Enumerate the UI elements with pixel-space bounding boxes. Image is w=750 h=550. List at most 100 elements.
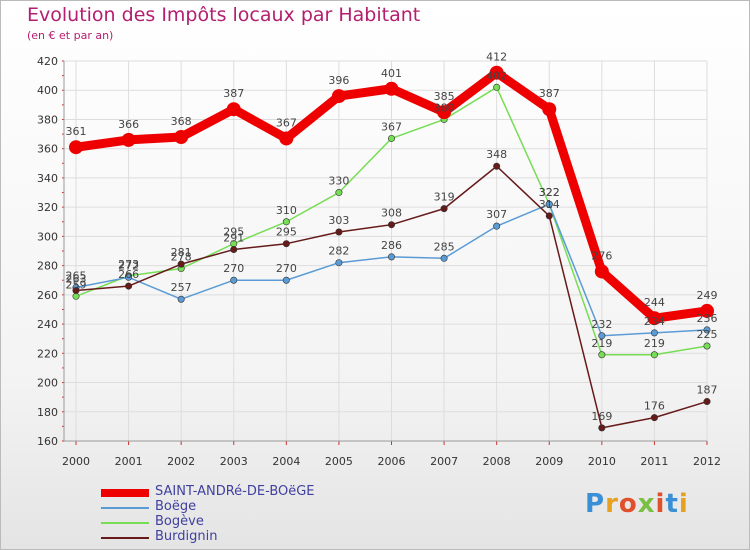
x-tick-label: 2012	[693, 455, 721, 468]
data-point	[69, 140, 83, 155]
data-point	[437, 105, 452, 120]
data-label: 236	[697, 312, 718, 325]
data-point	[594, 264, 609, 279]
data-point	[650, 351, 658, 359]
y-tick-label: 320	[37, 201, 58, 214]
data-point	[493, 162, 501, 170]
data-label: 387	[223, 87, 244, 100]
data-label: 285	[434, 240, 455, 253]
data-point	[703, 342, 711, 350]
data-label: 295	[223, 226, 244, 239]
data-point	[125, 282, 133, 290]
data-label: 385	[434, 90, 455, 103]
data-label: 282	[328, 245, 349, 258]
data-point	[493, 83, 501, 91]
logo-letter: x	[637, 489, 656, 519]
data-label: 270	[276, 262, 297, 275]
data-label: 278	[171, 251, 192, 264]
data-label-layer: 265 272 257 270 270 282 286 285 307 322 232 234 236 2…	[66, 51, 718, 423]
data-point	[489, 65, 504, 80]
y-tick-label: 380	[37, 113, 58, 126]
data-label: 310	[276, 204, 297, 217]
data-label: 367	[276, 116, 297, 129]
data-label: 402	[486, 69, 507, 82]
data-point	[387, 134, 395, 142]
series-layer	[69, 65, 714, 432]
chart-title: Evolution des Impôts locaux par Habitant	[27, 4, 421, 26]
data-point	[125, 273, 133, 281]
data-label: 322	[539, 186, 560, 199]
data-point	[700, 303, 714, 318]
data-label: 219	[644, 337, 665, 350]
data-label: 232	[591, 318, 612, 331]
data-point	[440, 254, 448, 262]
x-tick-label: 2005	[325, 455, 353, 468]
data-label: 257	[171, 281, 192, 294]
data-label: 366	[118, 118, 139, 131]
data-point	[650, 329, 658, 337]
y-tick-label: 200	[37, 377, 58, 390]
legend-swatch-burdignin	[101, 537, 149, 539]
y-tick-label: 160	[37, 435, 58, 448]
y-tick-label: 420	[37, 55, 58, 68]
logo-letter: r	[605, 489, 619, 519]
logo-letter: t	[665, 489, 679, 519]
x-tick-label: 2004	[272, 455, 300, 468]
legend-swatch-saint-andre	[101, 489, 149, 497]
data-label: 276	[591, 249, 612, 262]
data-point	[335, 228, 343, 236]
logo-letter: P	[585, 489, 606, 519]
data-label: 348	[486, 148, 507, 161]
logo-letter: o	[618, 489, 638, 519]
data-label: 367	[381, 120, 402, 133]
data-label: 330	[328, 175, 349, 188]
y-tick-label: 400	[37, 84, 58, 97]
data-label: 303	[328, 214, 349, 227]
data-label: 234	[644, 315, 665, 328]
data-label: 272	[118, 259, 139, 272]
data-label: 308	[381, 207, 402, 220]
data-label: 291	[223, 232, 244, 245]
data-label: 380	[434, 101, 455, 114]
data-point	[545, 212, 553, 220]
x-tick-label: 2011	[640, 455, 668, 468]
x-tick-label: 2008	[483, 455, 511, 468]
x-tick-label: 2001	[115, 455, 143, 468]
data-point	[387, 221, 395, 229]
data-label: 396	[328, 74, 349, 87]
data-label: 401	[381, 67, 402, 80]
data-point	[72, 286, 80, 294]
data-label: 259	[66, 278, 87, 291]
data-point	[703, 326, 711, 334]
data-point	[545, 200, 553, 208]
x-tick-label: 2002	[167, 455, 195, 468]
axis-layer: 160 180 200 220 240 260 280 300 320 340 360 380 400 4…	[37, 55, 721, 468]
data-label: 225	[697, 328, 718, 341]
data-label: 219	[591, 337, 612, 350]
data-point	[384, 81, 399, 96]
data-point	[72, 292, 80, 300]
data-point	[440, 205, 448, 213]
data-point	[282, 276, 290, 284]
data-point	[121, 132, 136, 147]
data-point	[230, 246, 238, 254]
data-label: 322	[539, 186, 560, 199]
data-label: 187	[697, 384, 718, 397]
data-label: 281	[171, 246, 192, 259]
data-point	[335, 259, 343, 267]
data-point	[703, 398, 711, 406]
data-point	[650, 414, 658, 422]
data-point	[177, 260, 185, 268]
data-point	[598, 332, 606, 340]
data-label: 270	[223, 262, 244, 275]
y-tick-label: 180	[37, 406, 58, 419]
data-point	[598, 351, 606, 359]
x-tick-label: 2009	[535, 455, 563, 468]
data-point	[493, 222, 501, 230]
data-point	[282, 240, 290, 248]
y-tick-label: 260	[37, 289, 58, 302]
legend-label-bogeve: Bogève	[155, 514, 204, 529]
data-label: 295	[276, 226, 297, 239]
y-tick-label: 220	[37, 347, 58, 360]
